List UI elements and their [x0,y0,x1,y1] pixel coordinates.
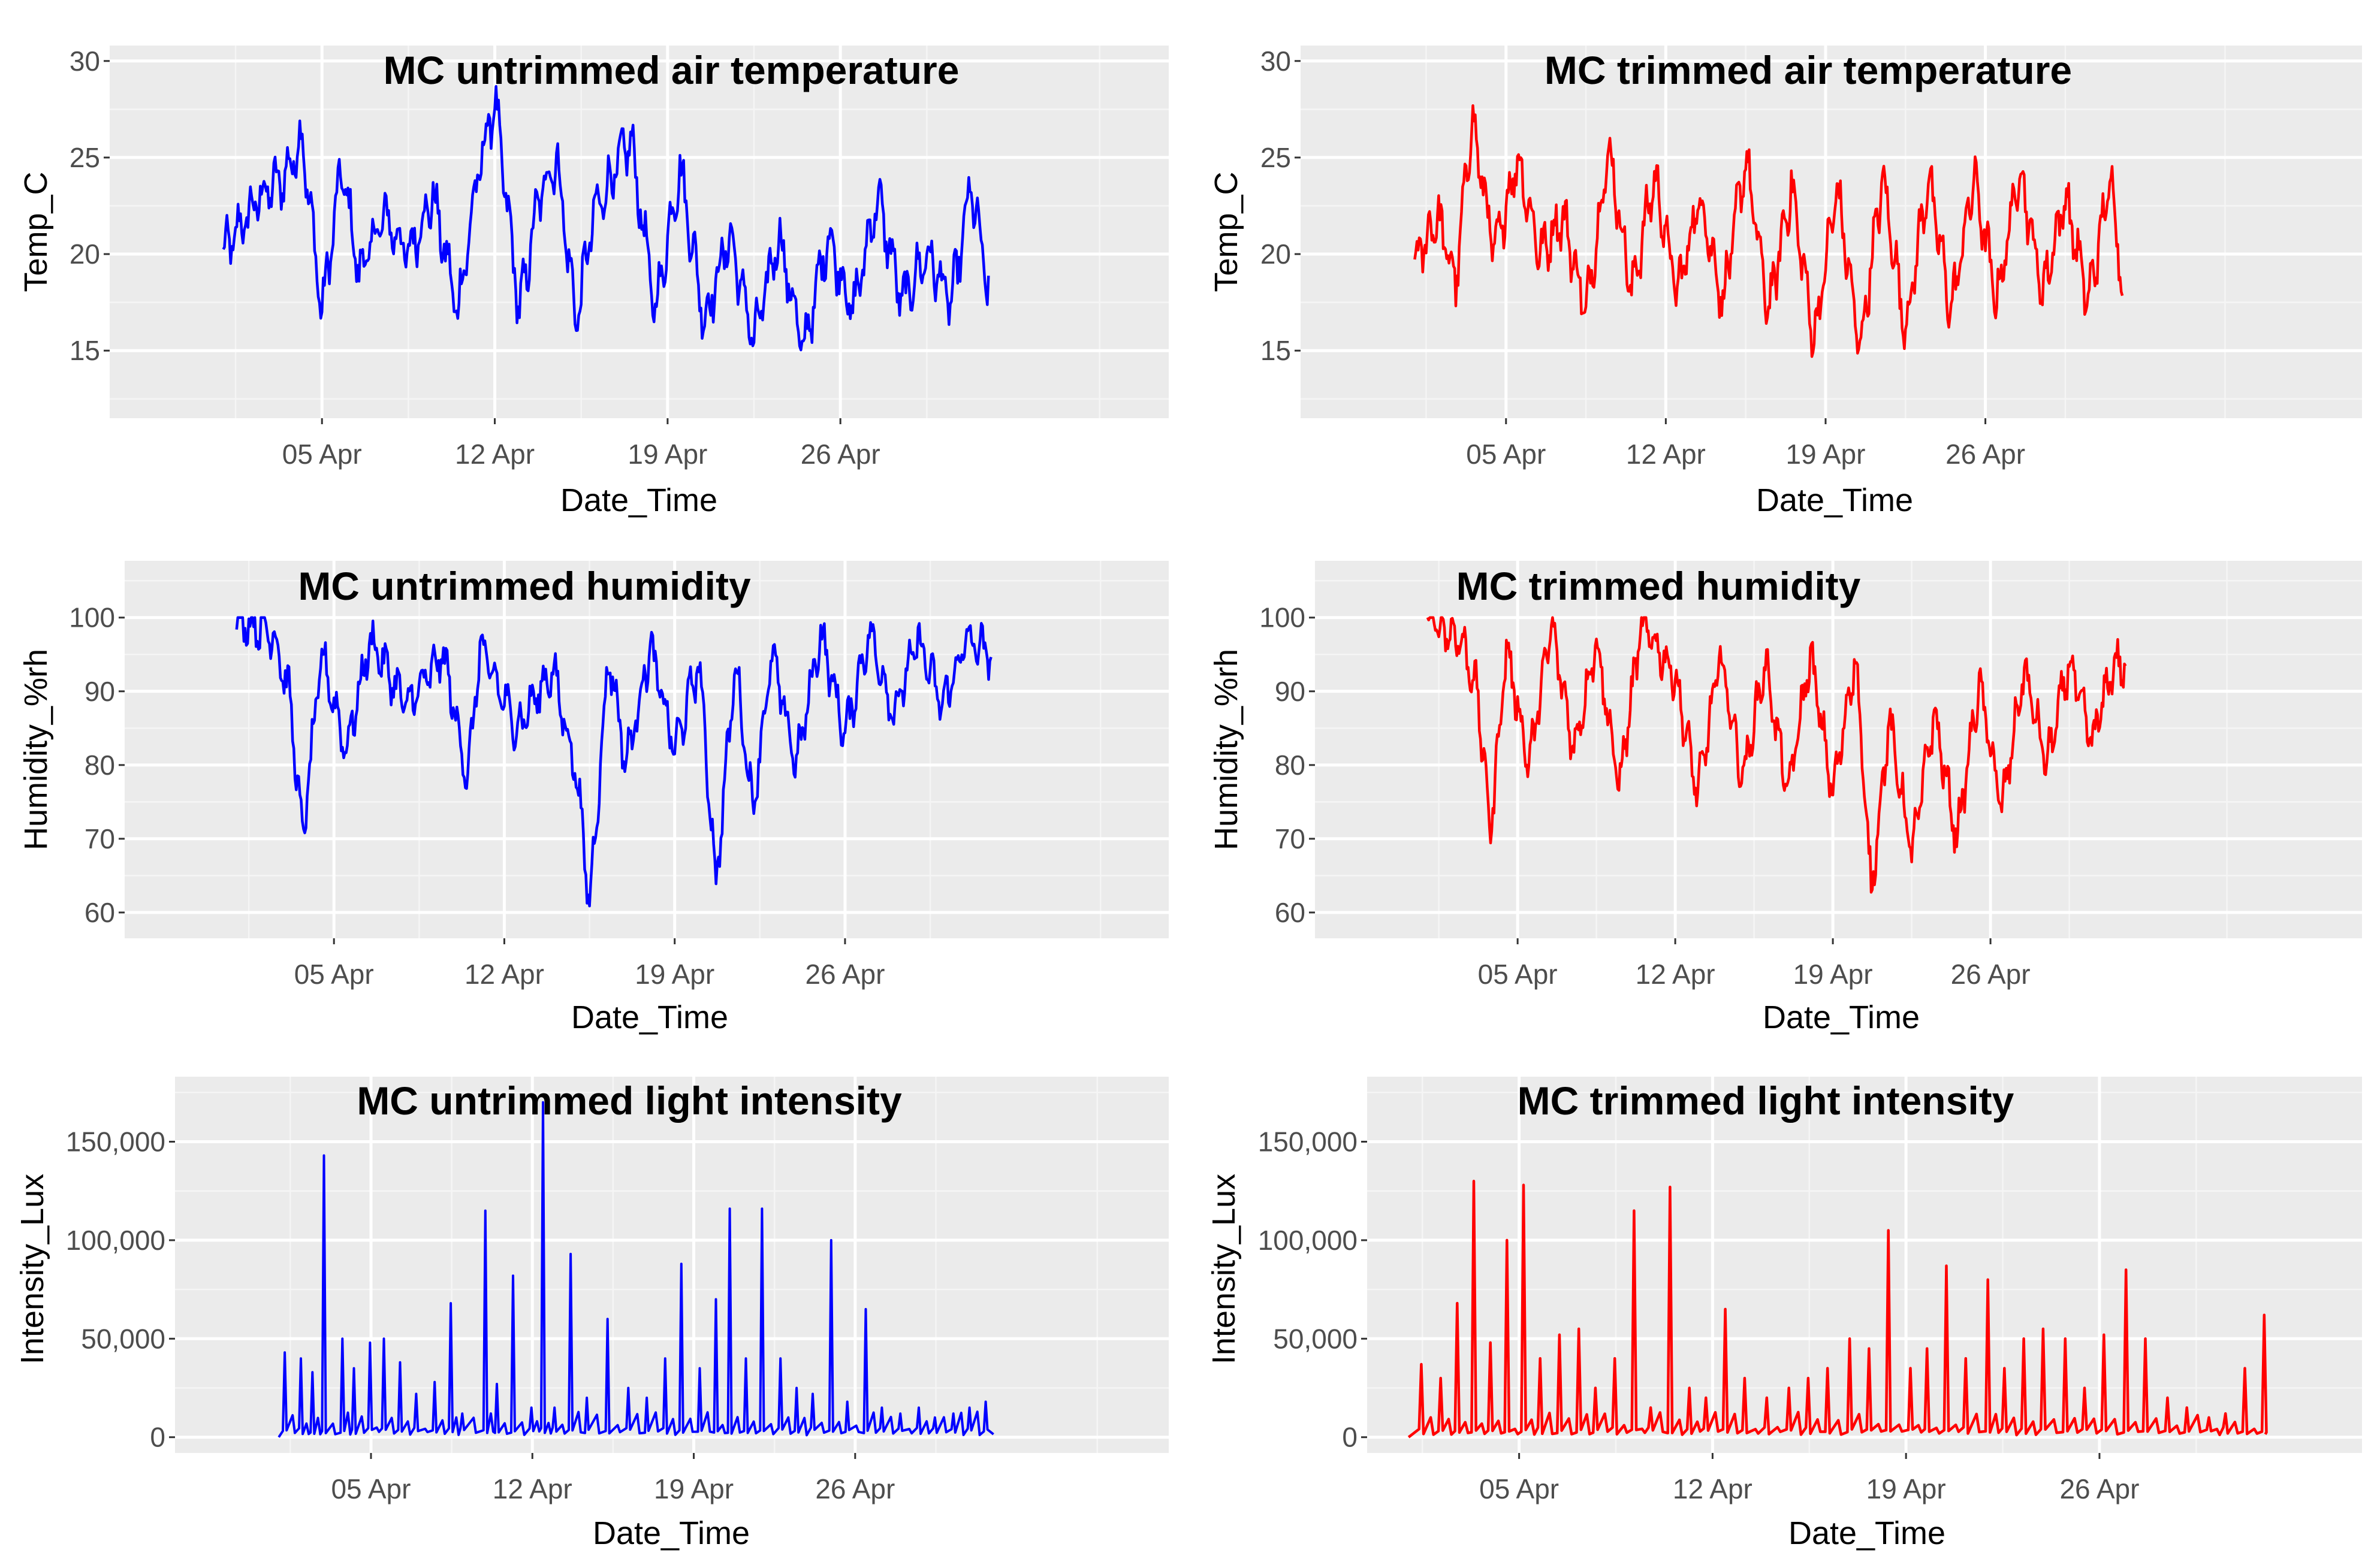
y-tick-label: 100 [69,602,115,633]
chart-title: MC untrimmed light intensity [357,1078,902,1123]
x-tick-label: 26 Apr [1951,959,2031,990]
humidity-trimmed-line [1426,616,2127,894]
gridlines [1315,561,2362,938]
panel-temp-untrimmed: MC untrimmed air temperature 15 20 25 30 05… [18,46,1169,518]
x-axis-ticks: 05 Apr 12 Apr 19 Apr 26 Apr [294,938,885,990]
y-tick-label: 20 [1260,238,1291,270]
x-tick-label: 12 Apr [1626,439,1706,470]
gridlines [1367,1077,2362,1453]
temp-trimmed-line [1413,104,2124,358]
y-axis-ticks: 60 70 80 90 100 [69,602,125,928]
y-axis-label: Intensity_Lux [14,1174,50,1364]
x-tick-label: 26 Apr [801,439,880,470]
y-tick-label: 60 [85,897,115,928]
x-axis-label: Date_Time [593,1515,750,1551]
x-tick-label: 12 Apr [493,1473,572,1504]
y-tick-label: 25 [70,142,100,173]
y-axis-label: Humidity_%rh [1208,649,1244,850]
x-axis-ticks: 05 Apr 12 Apr 19 Apr 26 Apr [1466,418,2025,470]
x-tick-label: 05 Apr [294,959,374,990]
y-tick-label: 30 [70,46,100,77]
y-tick-label: 20 [70,238,100,270]
x-tick-label: 26 Apr [2059,1473,2139,1504]
x-tick-label: 12 Apr [1673,1473,1752,1504]
temp-untrimmed-line [222,85,990,352]
panel-light-untrimmed: MC untrimmed light intensity 0 50,000 100,… [14,1077,1169,1551]
y-tick-label: 70 [85,823,115,854]
panel-light-trimmed: MC trimmed light intensity 0 50,000 100,00… [1206,1077,2362,1551]
y-axis-label: Intensity_Lux [1206,1174,1242,1364]
y-tick-label: 0 [150,1422,165,1453]
x-tick-label: 12 Apr [1636,959,1715,990]
panel-humidity-trimmed: MC trimmed humidity 60 70 80 90 100 05 Apr 12… [1208,561,2362,1035]
y-tick-label: 50,000 [1273,1323,1358,1354]
y-axis-ticks: 0 50,000 100,000 150,000 [66,1126,175,1453]
x-axis-ticks: 05 Apr 12 Apr 19 Apr 26 Apr [282,418,880,470]
x-axis-ticks: 05 Apr 12 Apr 19 Apr 26 Apr [331,1453,895,1504]
gridlines [175,1077,1169,1453]
y-axis-label: Humidity_%rh [18,649,54,850]
y-tick-label: 70 [1275,823,1305,854]
y-axis-label: Temp_C [18,171,54,292]
y-tick-label: 15 [1260,335,1291,366]
y-tick-label: 90 [85,676,115,707]
y-tick-label: 150,000 [66,1126,165,1158]
light-untrimmed-line [277,1101,994,1438]
y-axis-ticks: 15 20 25 30 [70,46,110,366]
x-tick-label: 12 Apr [464,959,544,990]
x-tick-label: 26 Apr [805,959,885,990]
x-axis-label: Date_Time [560,482,717,518]
plot-background [110,46,1169,418]
y-tick-label: 25 [1260,142,1291,173]
x-tick-label: 19 Apr [628,439,707,470]
x-tick-label: 05 Apr [331,1473,411,1504]
chart-title: MC trimmed air temperature [1545,48,2072,92]
y-axis-ticks: 0 50,000 100,000 150,000 [1258,1126,1367,1453]
y-tick-label: 100,000 [1258,1225,1358,1256]
x-tick-label: 05 Apr [1466,439,1546,470]
humidity-untrimmed-line [235,616,993,908]
chart-title: MC untrimmed air temperature [384,48,960,92]
x-tick-label: 12 Apr [455,439,535,470]
panel-humidity-untrimmed: MC untrimmed humidity 60 70 80 90 100 05 Apr… [18,561,1169,1035]
x-tick-label: 19 Apr [1785,439,1865,470]
y-tick-label: 30 [1260,46,1291,77]
x-tick-label: 05 Apr [1479,1473,1559,1504]
y-tick-label: 50,000 [81,1323,165,1354]
chart-title: MC untrimmed humidity [298,564,751,608]
light-trimmed-line [1407,1180,2268,1439]
y-tick-label: 15 [70,335,100,366]
y-axis-ticks: 15 20 25 30 [1260,46,1301,366]
x-tick-label: 19 Apr [1793,959,1873,990]
x-tick-label: 26 Apr [815,1473,895,1504]
y-tick-label: 0 [1342,1422,1358,1453]
y-axis-label: Temp_C [1208,171,1244,292]
chart-title: MC trimmed light intensity [1518,1078,2014,1123]
x-tick-label: 05 Apr [1478,959,1558,990]
x-axis-label: Date_Time [1788,1515,1945,1551]
y-tick-label: 100,000 [66,1225,165,1256]
x-tick-label: 19 Apr [654,1473,734,1504]
x-axis-ticks: 05 Apr 12 Apr 19 Apr 26 Apr [1479,1453,2139,1504]
x-axis-label: Date_Time [1763,999,1920,1035]
x-tick-label: 19 Apr [635,959,714,990]
chart-title: MC trimmed humidity [1456,564,1861,608]
y-tick-label: 90 [1275,676,1305,707]
y-tick-label: 100 [1259,602,1305,633]
x-tick-label: 26 Apr [1945,439,2025,470]
x-tick-label: 05 Apr [282,439,362,470]
y-tick-label: 80 [1275,750,1305,781]
y-tick-label: 80 [85,750,115,781]
x-tick-label: 19 Apr [1866,1473,1946,1504]
y-tick-label: 60 [1275,897,1305,928]
x-axis-ticks: 05 Apr 12 Apr 19 Apr 26 Apr [1478,938,2031,990]
y-axis-ticks: 60 70 80 90 100 [1259,602,1315,928]
plot-background [1367,1077,2362,1453]
panel-temp-trimmed: MC trimmed air temperature 15 20 25 30 05 A… [1208,46,2362,518]
y-tick-label: 150,000 [1258,1126,1358,1158]
x-axis-label: Date_Time [571,999,728,1035]
x-axis-label: Date_Time [1756,482,1913,518]
